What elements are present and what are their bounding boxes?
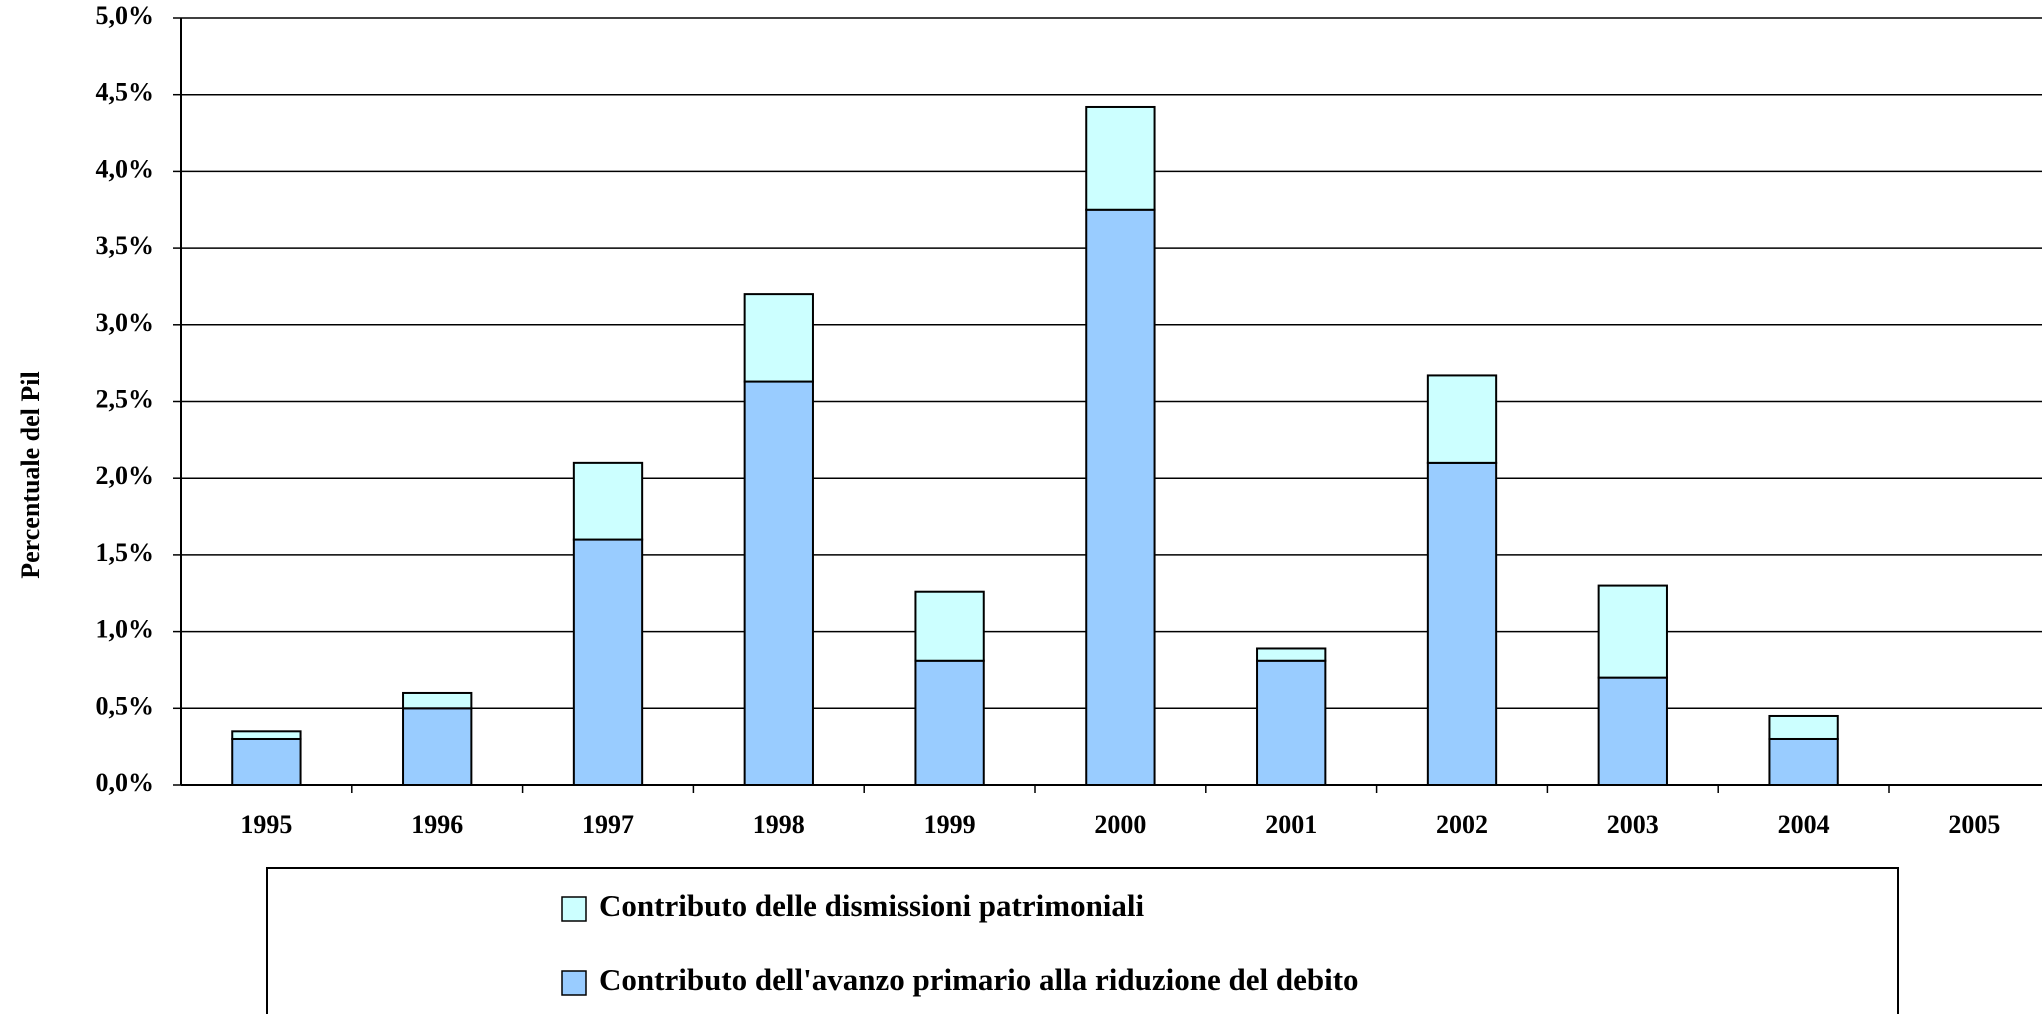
- bar-segment: [1426, 461, 1498, 786]
- y-tick-label: 2,5%: [96, 384, 155, 413]
- y-tick-label: 1,0%: [96, 615, 155, 644]
- legend-swatch: [561, 970, 587, 996]
- x-tick-label: 2003: [1607, 810, 1659, 839]
- bar-segment: [1256, 647, 1327, 662]
- x-tick-label: 1998: [753, 810, 805, 839]
- bar-segment: [1426, 374, 1498, 464]
- y-tick-label: 2,0%: [96, 461, 155, 490]
- bar-segment: [1085, 105, 1156, 211]
- y-tick-label: 0,0%: [96, 768, 155, 797]
- bar-segment: [572, 461, 644, 541]
- bar-segment: [402, 707, 473, 786]
- bar-segment: [1256, 659, 1327, 786]
- bar-segment: [914, 659, 985, 786]
- x-tick-label: 1999: [924, 810, 976, 839]
- legend-label: Contributo dell'avanzo primario alla rid…: [599, 962, 1359, 997]
- y-tick-label: 0,5%: [96, 691, 155, 720]
- x-tick-label: 2000: [1094, 810, 1146, 839]
- x-tick-label: 2001: [1265, 810, 1317, 839]
- y-tick-label: 4,0%: [96, 154, 155, 183]
- legend-label: Contributo delle dismissioni patrimonial…: [599, 888, 1145, 923]
- y-tick-label: 5,0%: [96, 1, 155, 30]
- y-tick-label: 3,0%: [96, 308, 155, 337]
- legend-swatch: [561, 896, 587, 922]
- bar-segment: [231, 730, 302, 740]
- x-tick-label: 2002: [1436, 810, 1488, 839]
- y-axis-label: Percentuale del Pil: [16, 371, 45, 578]
- x-tick-label: 1995: [240, 810, 292, 839]
- x-tick-label: 2005: [1948, 810, 2000, 839]
- bar-segment: [914, 590, 985, 662]
- bar-segment: [1085, 208, 1156, 786]
- x-tick-label: 1997: [582, 810, 634, 839]
- legend-box: [266, 867, 1899, 1014]
- bar-segment: [1597, 676, 1668, 786]
- bar-segment: [743, 380, 814, 786]
- bar-segment: [743, 293, 814, 383]
- bar-segment: [1768, 714, 1839, 740]
- y-tick-label: 3,5%: [96, 231, 155, 260]
- bar-segment: [231, 737, 302, 786]
- bar-segment: [1597, 584, 1668, 679]
- y-tick-label: 4,5%: [96, 78, 155, 107]
- bar-segment: [1768, 737, 1839, 786]
- bar-segment: [572, 538, 644, 786]
- bar-segment: [402, 691, 473, 710]
- x-tick-label: 2004: [1778, 810, 1830, 839]
- x-tick-label: 1996: [411, 810, 463, 839]
- y-tick-label: 1,5%: [96, 538, 155, 567]
